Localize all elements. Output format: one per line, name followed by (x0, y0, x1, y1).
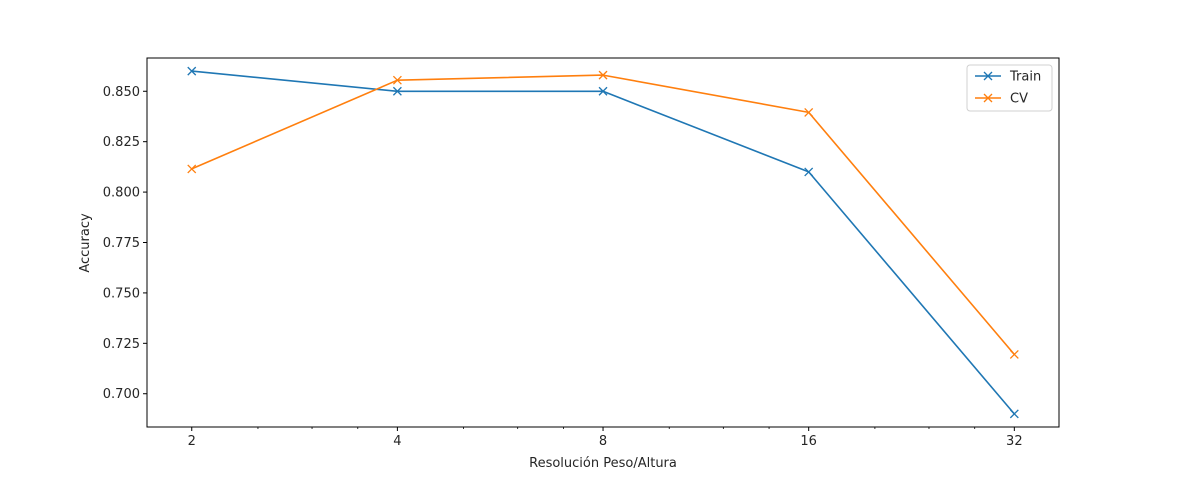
x-tick-label: 32 (1006, 434, 1023, 449)
y-tick-label: 0.725 (103, 337, 140, 352)
y-tick-label: 0.700 (103, 387, 140, 402)
data-point-cv (187, 164, 197, 174)
legend-label-train: Train (1009, 70, 1041, 85)
y-tick-label: 0.850 (103, 85, 140, 100)
legend-marker (983, 93, 993, 103)
legend: Train CV (966, 64, 1053, 112)
data-point-train (1009, 409, 1019, 419)
y-tick-label: 0.750 (103, 286, 140, 301)
data-point-train (804, 167, 814, 177)
x-axis-label: Resolución Peso/Altura (529, 456, 677, 471)
x-tick-label: 8 (599, 434, 607, 449)
y-tick-label: 0.825 (103, 135, 140, 150)
data-point-train (598, 86, 608, 96)
x-tick-label: 2 (188, 434, 196, 449)
y-axis-label: Accuracy (78, 213, 93, 273)
data-point-cv (392, 75, 402, 85)
data-point-train (392, 86, 402, 96)
data-point-cv (1009, 349, 1019, 359)
y-tick-label: 0.800 (103, 186, 140, 201)
x-tick-label: 16 (800, 434, 817, 449)
x-tick-label: 4 (393, 434, 401, 449)
legend-marker (983, 71, 993, 81)
y-axis: 0.700 0.725 0.750 0.775 0.800 0.825 0.850 (103, 85, 147, 402)
x-axis: 2 4 8 16 32 (188, 427, 1023, 449)
series-layer (187, 66, 1019, 419)
plot-area (146, 57, 1060, 428)
data-point-train (187, 66, 197, 76)
legend-label-cv: CV (1010, 92, 1028, 107)
data-point-cv (804, 107, 814, 117)
data-point-cv (598, 70, 608, 80)
y-tick-label: 0.775 (103, 236, 140, 251)
